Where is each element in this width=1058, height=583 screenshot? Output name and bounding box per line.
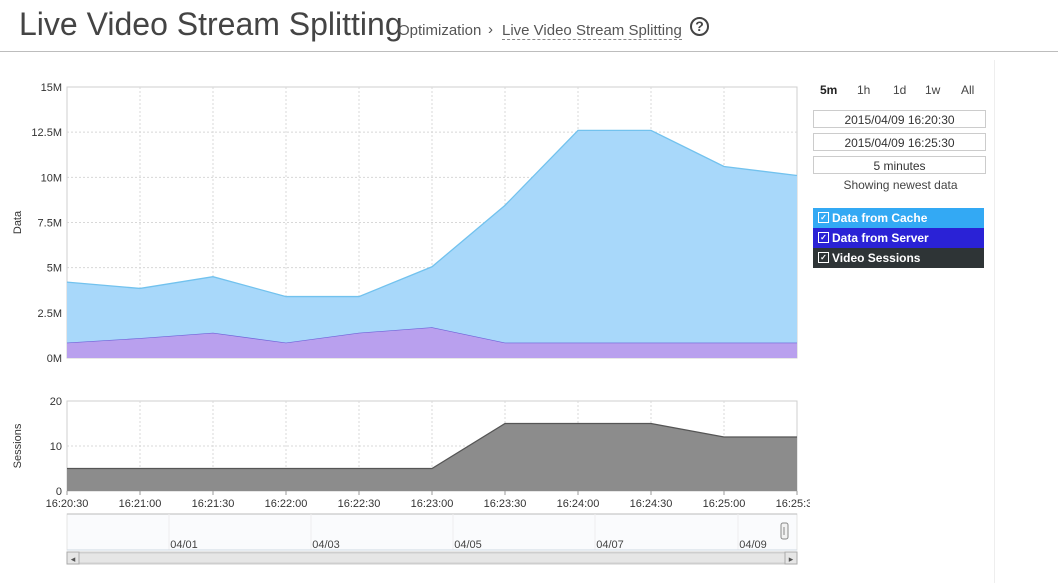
checkbox-checked-icon: ✓ bbox=[818, 252, 829, 264]
navigator-date-label: 04/05 bbox=[454, 539, 482, 551]
legend-data-from-cache[interactable]: ✓ Data from Cache bbox=[813, 208, 984, 228]
area-data-from-cache bbox=[67, 130, 797, 343]
breadcrumb-optimization[interactable]: Optimization bbox=[398, 22, 482, 39]
area-data-from-server bbox=[67, 327, 797, 358]
x-tick-label: 16:20:30 bbox=[46, 498, 89, 510]
navigator-date-label: 04/01 bbox=[170, 539, 198, 551]
y-tick-label: 5M bbox=[47, 263, 62, 275]
status-text: Showing newest data bbox=[843, 178, 958, 192]
range-all-button[interactable]: All bbox=[961, 83, 975, 97]
end-time-input[interactable]: 2015/04/09 16:25:30 bbox=[813, 133, 986, 151]
navigator[interactable]: 04/01 04/03 04/05 04/07 04/09 ◂ ▸ bbox=[66, 513, 798, 565]
x-tick-label: 16:24:30 bbox=[630, 498, 673, 510]
page-header: Live Video Stream Splitting Optimization… bbox=[0, 0, 1058, 52]
breadcrumb-current[interactable]: Live Video Stream Splitting bbox=[502, 22, 682, 40]
breadcrumb-separator: › bbox=[488, 21, 493, 38]
legend-data-from-server[interactable]: ✓ Data from Server bbox=[813, 228, 984, 248]
x-tick-label: 16:22:00 bbox=[265, 498, 308, 510]
help-icon[interactable]: ? bbox=[690, 17, 709, 36]
navigator-date-label: 04/07 bbox=[596, 539, 624, 551]
range-selector: 5m 1h 1d 1w All bbox=[813, 83, 988, 101]
area-video-sessions bbox=[67, 423, 797, 491]
legend-label: Video Sessions bbox=[832, 251, 921, 265]
y-tick-label: 20 bbox=[50, 396, 62, 408]
checkbox-checked-icon: ✓ bbox=[818, 232, 829, 244]
data-chart: 0M 2.5M 5M 7.5M 10M 12.5M 15M Data bbox=[12, 82, 798, 365]
scroll-left-icon: ◂ bbox=[71, 554, 76, 564]
legend-label: Data from Cache bbox=[832, 211, 928, 225]
navigator-date-label: 04/03 bbox=[312, 539, 340, 551]
y-tick-label: 0 bbox=[56, 486, 62, 498]
x-tick-label: 16:24:00 bbox=[557, 498, 600, 510]
range-1w-button[interactable]: 1w bbox=[925, 83, 941, 97]
checkbox-checked-icon: ✓ bbox=[818, 212, 829, 224]
legend-label: Data from Server bbox=[832, 231, 929, 245]
range-1h-button[interactable]: 1h bbox=[857, 83, 871, 97]
scrollbar-thumb bbox=[78, 552, 786, 564]
navigator-date-label: 04/09 bbox=[739, 539, 767, 551]
x-tick-label: 16:21:00 bbox=[119, 498, 162, 510]
page-title: Live Video Stream Splitting bbox=[19, 6, 403, 42]
range-5m-button[interactable]: 5m bbox=[820, 83, 838, 97]
panel-divider bbox=[994, 60, 995, 583]
x-tick-label: 16:23:30 bbox=[484, 498, 527, 510]
sessions-chart: 0 10 20 Sessions bbox=[12, 396, 798, 498]
y-tick-label: 7.5M bbox=[38, 218, 62, 230]
duration-input[interactable]: 5 minutes bbox=[813, 156, 986, 174]
y-tick-label: 0M bbox=[47, 353, 62, 365]
range-1d-button[interactable]: 1d bbox=[893, 83, 907, 97]
start-time-input[interactable]: 2015/04/09 16:20:30 bbox=[813, 110, 986, 128]
x-tick-label: 16:21:30 bbox=[192, 498, 235, 510]
y-tick-label: 15M bbox=[41, 82, 62, 94]
charts-svg: 0M 2.5M 5M 7.5M 10M 12.5M 15M Data 0 10 20 Session… bbox=[12, 82, 810, 565]
x-axis: 16:20:30 16:21:00 16:21:30 16:22:00 16:22:30… bbox=[46, 491, 810, 510]
scroll-left-button bbox=[66, 551, 80, 565]
y-tick-label: 2.5M bbox=[38, 308, 62, 320]
scroll-right-icon: ▸ bbox=[789, 554, 794, 564]
header-divider bbox=[0, 51, 1058, 52]
y-tick-label: 12.5M bbox=[31, 127, 62, 139]
y-axis-label: Sessions bbox=[12, 423, 24, 468]
x-tick-label: 16:25:00 bbox=[703, 498, 746, 510]
legend-video-sessions[interactable]: ✓ Video Sessions bbox=[813, 248, 984, 268]
y-tick-label: 10M bbox=[41, 172, 62, 184]
y-tick-label: 10 bbox=[50, 441, 62, 453]
y-axis-label: Data bbox=[12, 210, 24, 234]
x-tick-label: 16:22:30 bbox=[338, 498, 381, 510]
scroll-right-button bbox=[784, 551, 798, 565]
x-tick-label: 16:25:30 bbox=[776, 498, 810, 510]
x-tick-label: 16:23:00 bbox=[411, 498, 454, 510]
navigator-area bbox=[66, 513, 798, 551]
